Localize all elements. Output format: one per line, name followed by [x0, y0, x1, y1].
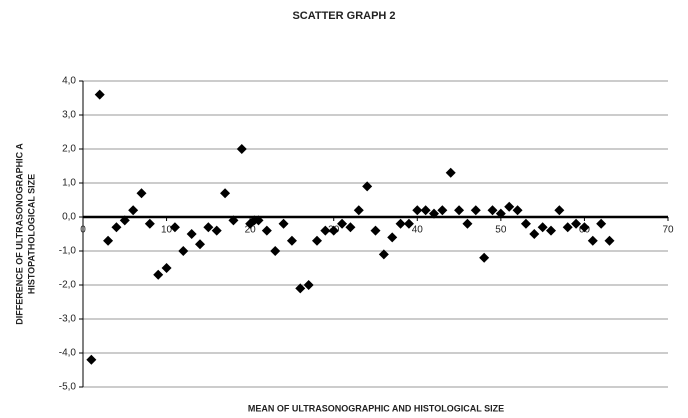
point: [403, 218, 414, 229]
point: [337, 218, 348, 229]
y-tick-label: -3,0: [59, 314, 77, 325]
y-tick-label: -5,0: [59, 382, 77, 393]
point: [362, 181, 373, 192]
point: [103, 235, 114, 246]
point: [86, 354, 97, 365]
point: [128, 205, 139, 216]
point: [328, 225, 339, 236]
point: [504, 201, 515, 212]
point: [596, 218, 607, 229]
point: [94, 89, 105, 100]
point: [312, 235, 322, 246]
point: [345, 222, 356, 233]
y-axis-title: HISTOPATHOLOGICAL SIZE: [26, 174, 36, 294]
point: [437, 205, 448, 216]
point: [353, 205, 364, 216]
point: [479, 252, 490, 263]
point: [587, 235, 598, 246]
point: [186, 229, 197, 239]
y-tick-label: -2,0: [59, 280, 77, 291]
point: [136, 188, 147, 199]
point: [454, 205, 465, 216]
point: [546, 225, 556, 236]
point: [295, 283, 306, 294]
point: [195, 239, 205, 250]
point: [111, 222, 122, 233]
point: [270, 246, 281, 256]
point: [562, 222, 573, 233]
y-tick-label: 4,0: [62, 76, 76, 87]
point: [387, 232, 398, 243]
y-tick-label: 3,0: [62, 110, 76, 121]
point: [395, 218, 406, 229]
x-tick-label: 20: [245, 225, 257, 236]
point: [378, 249, 389, 260]
point: [462, 218, 473, 229]
point: [604, 235, 615, 246]
point: [370, 225, 381, 236]
point: [470, 205, 481, 216]
point: [220, 188, 231, 199]
point: [445, 167, 456, 178]
point: [571, 218, 582, 229]
point: [429, 208, 439, 219]
y-tick-label: 2,0: [62, 144, 76, 155]
point: [487, 205, 498, 216]
point: [537, 222, 548, 233]
point: [412, 205, 423, 216]
point: [320, 225, 331, 236]
point: [261, 225, 272, 236]
point: [153, 269, 164, 280]
point: [286, 235, 297, 246]
point: [169, 222, 180, 233]
x-tick-label: 10: [161, 225, 173, 236]
x-tick-label: 70: [662, 225, 674, 236]
point: [529, 229, 540, 239]
x-tick-label: 50: [495, 225, 507, 236]
point: [161, 263, 172, 273]
x-tick-label: 40: [412, 225, 424, 236]
point: [512, 205, 523, 216]
point: [520, 218, 531, 229]
point: [303, 280, 314, 290]
x-axis-title: MEAN OF ULTRASONOGRAPHIC AND HISTOLOGICA…: [248, 403, 504, 413]
y-tick-label: 1,0: [62, 178, 76, 189]
point: [554, 205, 565, 216]
point: [178, 246, 189, 256]
point: [278, 218, 289, 229]
point: [211, 225, 222, 236]
point: [495, 208, 506, 219]
point: [144, 218, 155, 229]
y-tick-label: -1,0: [59, 246, 77, 257]
point: [119, 215, 130, 226]
y-axis-title: DIFFERENCE OF ULTRASONOGRAPHIC A: [14, 143, 24, 325]
y-tick-label: 0,0: [62, 212, 76, 223]
x-tick-label: 0: [80, 225, 86, 236]
point: [236, 144, 247, 154]
chart-title: SCATTER GRAPH 2: [292, 10, 395, 22]
y-tick-label: -4,0: [59, 348, 77, 359]
point: [228, 215, 239, 226]
point: [420, 205, 431, 216]
point: [579, 222, 590, 233]
point: [253, 215, 264, 226]
point: [203, 222, 214, 233]
